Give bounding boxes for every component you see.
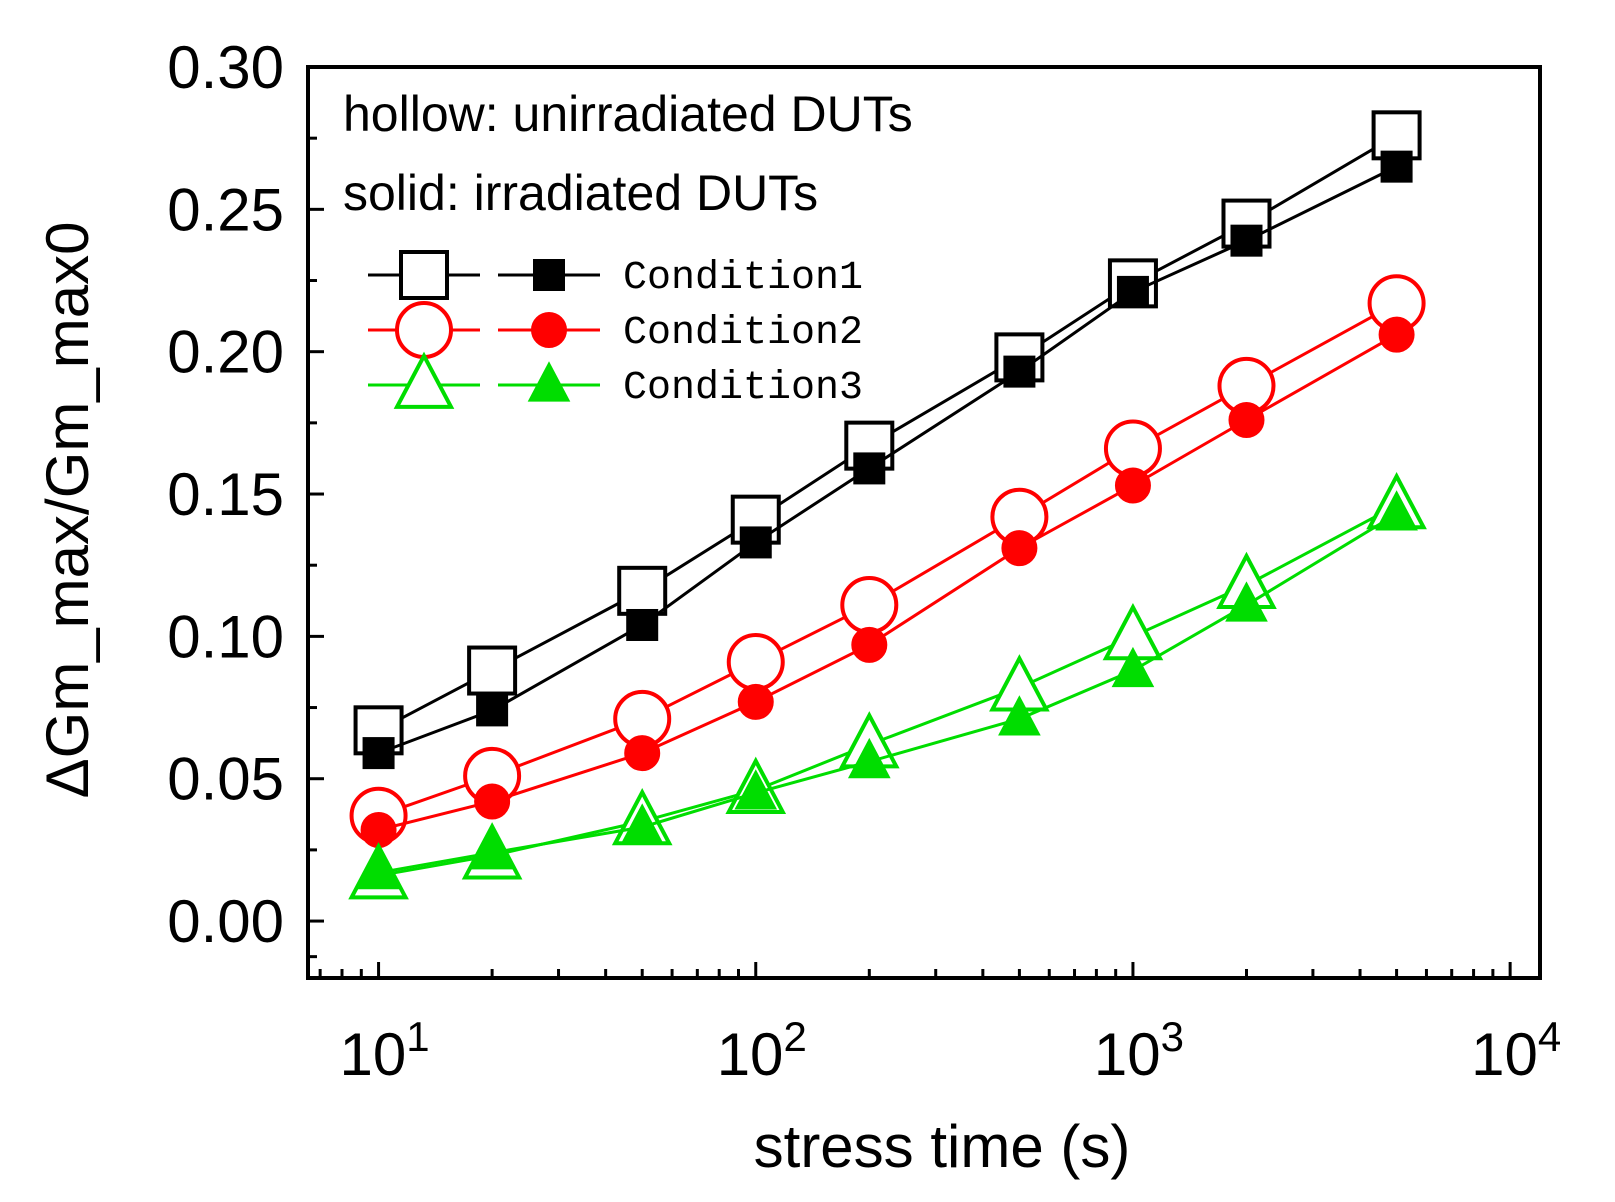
legend-entry-condition1: Condition1 — [368, 250, 863, 301]
data-point — [357, 848, 400, 890]
legend-label: Condition1 — [623, 256, 863, 301]
data-point — [1003, 355, 1036, 388]
legend-marker-hollow — [393, 351, 455, 409]
legend-entry-condition2: Condition2 — [368, 301, 863, 359]
x-tick-label: 101 — [340, 1013, 430, 1088]
y-tick-label: 0.30 — [167, 34, 284, 101]
legend-marker-solid — [531, 312, 567, 348]
x-tick-base: 10 — [1094, 1021, 1161, 1088]
data-point — [726, 632, 785, 691]
data-point — [851, 626, 888, 663]
legend-marker-solid — [527, 361, 571, 402]
x-tick-base: 10 — [1471, 1021, 1538, 1088]
series-condition1-irradiated — [362, 150, 1413, 770]
data-point — [1230, 224, 1263, 257]
y-tick-label: 0.10 — [167, 603, 284, 670]
data-point — [1375, 490, 1418, 531]
data-point — [1378, 316, 1415, 353]
y-tick-label: 0.15 — [167, 461, 284, 528]
data-point — [617, 565, 668, 616]
x-tick-exponent: 2 — [783, 1013, 806, 1060]
y-tick-label: 0.05 — [167, 746, 284, 813]
data-point — [1103, 419, 1162, 478]
y-tick-label: 0.00 — [167, 888, 284, 955]
plot-frame — [306, 65, 1542, 980]
x-tick-exponent: 3 — [1161, 1013, 1184, 1060]
x-tick-label: 104 — [1471, 1013, 1561, 1088]
series-condition2-irradiated — [360, 316, 1415, 848]
legend: Condition1 Condition2 Condition3 — [368, 250, 863, 411]
legend-label: Condition2 — [623, 311, 863, 356]
x-axis-title: stress time (s) — [754, 1113, 1131, 1180]
data-point — [847, 737, 891, 779]
data-point — [840, 576, 899, 635]
data-point — [734, 769, 778, 810]
data-point — [1116, 275, 1149, 308]
y-tick-label: 0.25 — [167, 176, 284, 243]
data-point — [620, 803, 664, 844]
y-tick-label: 0.20 — [167, 319, 284, 386]
data-point — [467, 645, 518, 696]
data-point — [470, 829, 514, 870]
data-point — [476, 694, 509, 727]
x-tick-base: 10 — [717, 1021, 784, 1088]
data-point — [624, 735, 661, 772]
data-point — [1380, 150, 1413, 183]
data-point — [1225, 581, 1268, 622]
x-tick-label: 102 — [717, 1013, 807, 1088]
data-point — [1111, 646, 1155, 688]
legend-marker-solid — [533, 259, 565, 291]
data-point — [737, 683, 774, 720]
series-layer — [348, 110, 1427, 900]
x-tick-exponent: 1 — [406, 1013, 429, 1060]
series-condition3-irradiated — [357, 490, 1418, 890]
legend-marker-hollow — [399, 250, 449, 300]
note-hollow: hollow: unirradiated DUTs — [343, 86, 913, 142]
legend-entry-condition3: Condition3 — [368, 351, 863, 411]
data-point — [1228, 402, 1265, 439]
data-point — [362, 737, 395, 770]
legend-label: Condition3 — [623, 366, 863, 411]
legend-marker-hollow — [395, 301, 453, 359]
data-point — [998, 695, 1041, 736]
x-tick-base: 10 — [340, 1021, 407, 1088]
data-point — [853, 452, 886, 485]
data-point — [1001, 530, 1038, 567]
data-point — [360, 811, 397, 848]
y-axis-title: ΔGm_max/Gm_max0 — [34, 222, 101, 799]
note-solid: solid: irradiated DUTs — [343, 165, 818, 221]
data-point — [474, 783, 511, 820]
data-point — [739, 526, 772, 559]
data-point — [626, 608, 659, 641]
x-tick-label: 103 — [1094, 1013, 1184, 1088]
data-point — [1114, 467, 1151, 504]
x-tick-exponent: 4 — [1538, 1013, 1561, 1060]
